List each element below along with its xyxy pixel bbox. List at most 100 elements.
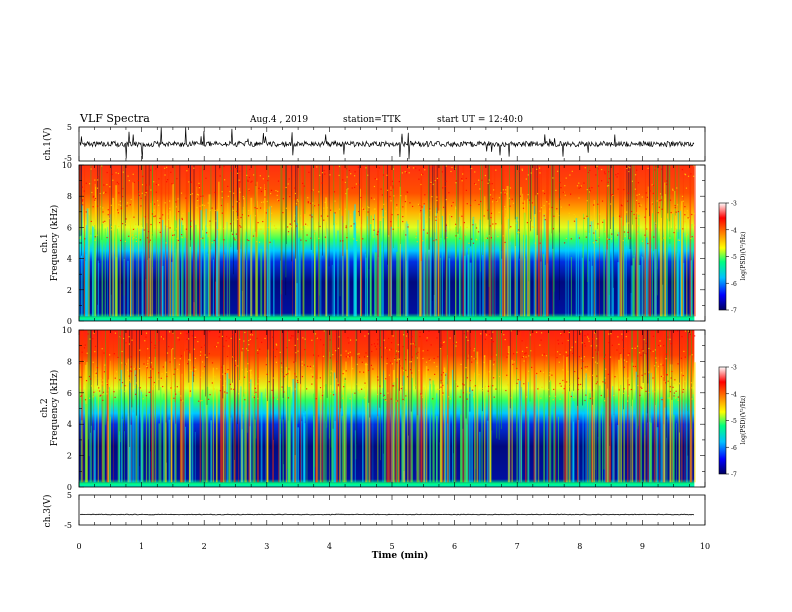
noise-speckle: [124, 222, 127, 225]
noise-speckle: [634, 347, 636, 349]
noise-speckle: [93, 223, 95, 225]
noise-speckle: [551, 374, 553, 376]
noise-speckle: [171, 380, 173, 382]
noise-speckle: [357, 353, 359, 355]
noise-speckle: [312, 202, 314, 204]
sferic-streak: [141, 228, 144, 317]
noise-speckle: [429, 216, 431, 218]
noise-speckle: [572, 352, 574, 354]
noise-speckle: [86, 381, 88, 383]
noise-speckle: [472, 218, 474, 220]
sferic-streak: [252, 400, 255, 483]
sferic-streak: [486, 420, 489, 483]
noise-speckle: [85, 380, 88, 382]
noise-speckle: [180, 399, 182, 401]
noise-speckle: [122, 195, 124, 198]
noise-speckle: [288, 339, 290, 341]
noise-speckle: [641, 196, 643, 198]
noise-speckle: [190, 225, 192, 228]
sferic-streak: [279, 419, 281, 483]
noise-speckle: [391, 180, 394, 182]
noise-speckle: [176, 238, 178, 240]
noise-speckle: [175, 201, 177, 203]
sferic-streak: [489, 218, 491, 317]
sferic-streak: [650, 248, 652, 317]
noise-speckle: [130, 366, 132, 368]
noise-speckle: [358, 184, 360, 186]
noise-speckle: [150, 366, 152, 368]
dark-gap: [88, 330, 90, 457]
noise-speckle: [611, 233, 613, 235]
dark-gap: [299, 165, 301, 284]
sferic-streak: [582, 213, 584, 317]
sferic-streak: [367, 410, 369, 483]
noise-speckle: [135, 382, 137, 384]
noise-speckle: [177, 198, 179, 200]
noise-speckle: [507, 384, 509, 386]
noise-speckle: [543, 215, 545, 217]
noise-speckle: [235, 166, 237, 169]
dark-gap: [231, 165, 232, 232]
noise-speckle: [486, 237, 489, 239]
dark-gap: [509, 165, 511, 229]
noise-speckle: [275, 343, 277, 345]
noise-speckle: [228, 345, 230, 347]
sferic-streak: [525, 330, 527, 483]
sferic-streak: [135, 385, 138, 483]
sferic-streak: [436, 415, 438, 483]
noise-speckle: [382, 174, 385, 176]
noise-speckle: [230, 337, 232, 339]
noise-speckle: [402, 215, 404, 218]
noise-speckle: [614, 376, 616, 378]
noise-speckle: [247, 349, 249, 352]
noise-speckle: [669, 338, 671, 340]
sferic-streak: [124, 396, 125, 483]
sferic-streak: [205, 387, 208, 483]
noise-speckle: [455, 381, 458, 383]
noise-speckle: [659, 200, 661, 202]
noise-speckle: [631, 210, 633, 213]
noise-speckle: [489, 225, 491, 227]
noise-speckle: [360, 388, 363, 390]
noise-speckle: [433, 240, 435, 242]
noise-speckle: [452, 201, 454, 204]
noise-speckle: [584, 345, 586, 347]
noise-speckle: [377, 379, 379, 381]
noise-speckle: [498, 197, 501, 199]
sferic-streak: [171, 261, 173, 317]
noise-speckle: [410, 361, 412, 363]
noise-speckle: [596, 362, 598, 364]
noise-speckle: [400, 194, 402, 197]
y-tick-label: 4: [67, 420, 72, 429]
noise-speckle: [176, 386, 178, 388]
sferic-streak: [301, 421, 303, 483]
sferic-streak: [132, 412, 135, 483]
noise-speckle: [390, 200, 392, 202]
noise-speckle: [127, 379, 129, 381]
sferic-streak: [79, 230, 81, 317]
sferic-streak: [572, 401, 575, 483]
noise-speckle: [129, 204, 131, 206]
noise-speckle: [589, 224, 591, 227]
dark-gap: [322, 165, 323, 256]
dark-gap: [325, 330, 326, 422]
sferic-streak: [644, 165, 647, 317]
noise-speckle: [540, 332, 543, 334]
dark-gap: [595, 330, 597, 470]
noise-speckle: [103, 191, 105, 193]
noise-speckle: [260, 187, 262, 189]
dark-gap: [193, 165, 195, 303]
noise-speckle: [164, 174, 166, 176]
noise-speckle: [146, 237, 149, 239]
noise-speckle: [684, 330, 687, 332]
dark-gap: [475, 330, 477, 470]
noise-speckle: [466, 226, 468, 228]
noise-speckle: [423, 203, 425, 205]
noise-speckle: [248, 343, 250, 346]
dark-gap: [609, 330, 611, 446]
sferic-streak: [156, 412, 158, 483]
noise-speckle: [690, 173, 692, 175]
noise-speckle: [119, 379, 121, 381]
sferic-streak: [528, 400, 530, 483]
sferic-streak: [652, 213, 654, 317]
